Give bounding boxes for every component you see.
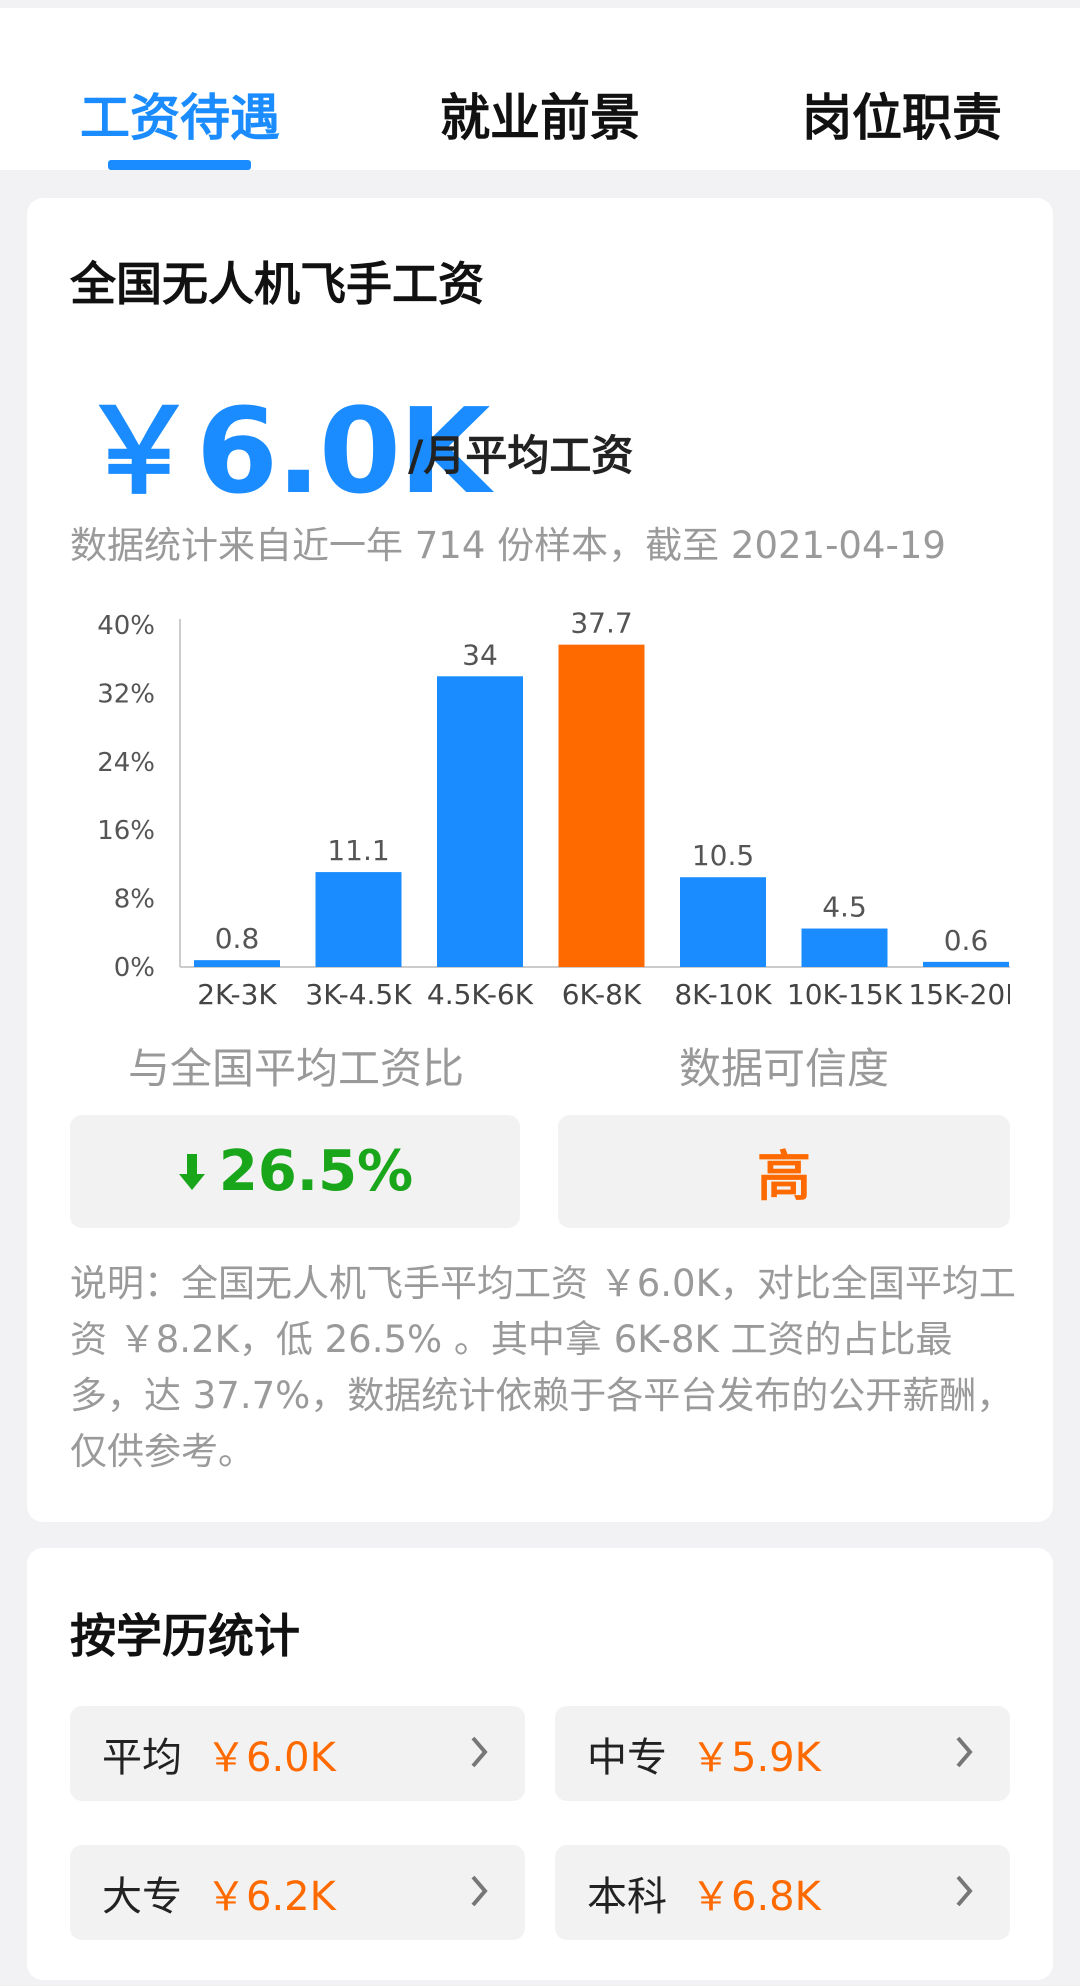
value-label: 10.5 <box>692 839 754 872</box>
education-value: ￥6.2K <box>206 1873 336 1920</box>
card-title: 按学历统计 <box>70 1609 300 1663</box>
bar <box>437 676 523 967</box>
y-tick-label: 8% <box>114 885 155 915</box>
x-tick-label: 15K-20K <box>908 978 1010 1011</box>
bar <box>801 928 888 967</box>
value-label: 0.8 <box>215 922 260 955</box>
chevron <box>952 1869 976 1923</box>
bar <box>315 872 402 967</box>
chevron <box>952 1730 976 1784</box>
y-tick-label: 0% <box>114 953 155 983</box>
tab[interactable]: 就业前景 <box>440 89 640 147</box>
credibility-box: 高 <box>558 1115 1010 1228</box>
education-item[interactable]: 中专 ￥5.9K <box>555 1706 1010 1801</box>
value-label: 4.5 <box>822 891 867 924</box>
compare-label: 与全国平均工资比 <box>127 1044 464 1093</box>
education-item[interactable]: 平均 ￥6.0K <box>70 1706 525 1801</box>
education-value: ￥6.0K <box>206 1734 336 1781</box>
y-tick-label: 32% <box>97 679 155 709</box>
salary-amount: ￥6.0K <box>80 382 490 520</box>
education-label: 本科 <box>587 1873 667 1920</box>
education-label: 平均 <box>102 1734 182 1781</box>
bar <box>680 877 766 967</box>
value-label: 0.6 <box>944 924 989 957</box>
education-label: 中专 <box>587 1734 667 1781</box>
value-label: 37.7 <box>570 607 632 640</box>
bar <box>558 644 645 967</box>
chevron <box>467 1869 491 1923</box>
y-tick-label: 16% <box>97 816 155 846</box>
tab-indicator <box>108 160 251 170</box>
salary-chart: 0% 8% 16% 24% 32% 40% 0.8 2K-3K 11.1 3K-4.5K 34 4.5… <box>97 607 1010 1011</box>
x-tick-label: 10K-15K <box>787 978 903 1011</box>
tab[interactable]: 工资待遇 <box>80 89 280 147</box>
x-tick-label: 6K-8K <box>562 978 642 1011</box>
salary-card <box>27 198 1053 1522</box>
education-item[interactable]: 大专 ￥6.2K <box>70 1845 525 1940</box>
chevron <box>467 1730 491 1784</box>
down-arrow <box>178 1153 205 1190</box>
salary-unit: /月平均工资 <box>408 431 634 480</box>
compare-box: 26.5% <box>70 1115 520 1228</box>
education-value: ￥6.8K <box>691 1873 821 1920</box>
value-label: 11.1 <box>327 834 389 867</box>
tab-bar <box>0 0 1080 170</box>
credibility-value: 高 <box>757 1145 811 1208</box>
x-tick-label: 3K-4.5K <box>305 978 412 1011</box>
description: 说明：全国无人机飞手平均工资 ￥6.0K，对比全国平均工资 ￥8.2K，低 26… <box>70 1262 1016 1473</box>
sample-note: 数据统计来自近一年 714 份样本，截至 2021-04-19 <box>70 524 946 567</box>
y-tick-label: 24% <box>97 748 155 778</box>
card-title: 全国无人机飞手工资 <box>70 257 484 311</box>
x-tick-label: 2K-3K <box>197 978 277 1011</box>
bar <box>923 961 1009 967</box>
x-tick-label: 4.5K-6K <box>427 978 534 1011</box>
tab[interactable]: 岗位职责 <box>802 89 1002 147</box>
education-value: ￥5.9K <box>691 1734 821 1781</box>
credibility-label: 数据可信度 <box>678 1044 889 1093</box>
y-tick-label: 40% <box>97 611 155 641</box>
education-item[interactable]: 本科 ￥6.8K <box>555 1845 1010 1940</box>
value-label: 34 <box>462 638 498 671</box>
bar <box>194 960 280 967</box>
education-label: 大专 <box>102 1873 182 1920</box>
x-tick-label: 8K-10K <box>674 978 772 1011</box>
compare-value: 26.5% <box>218 1139 414 1204</box>
